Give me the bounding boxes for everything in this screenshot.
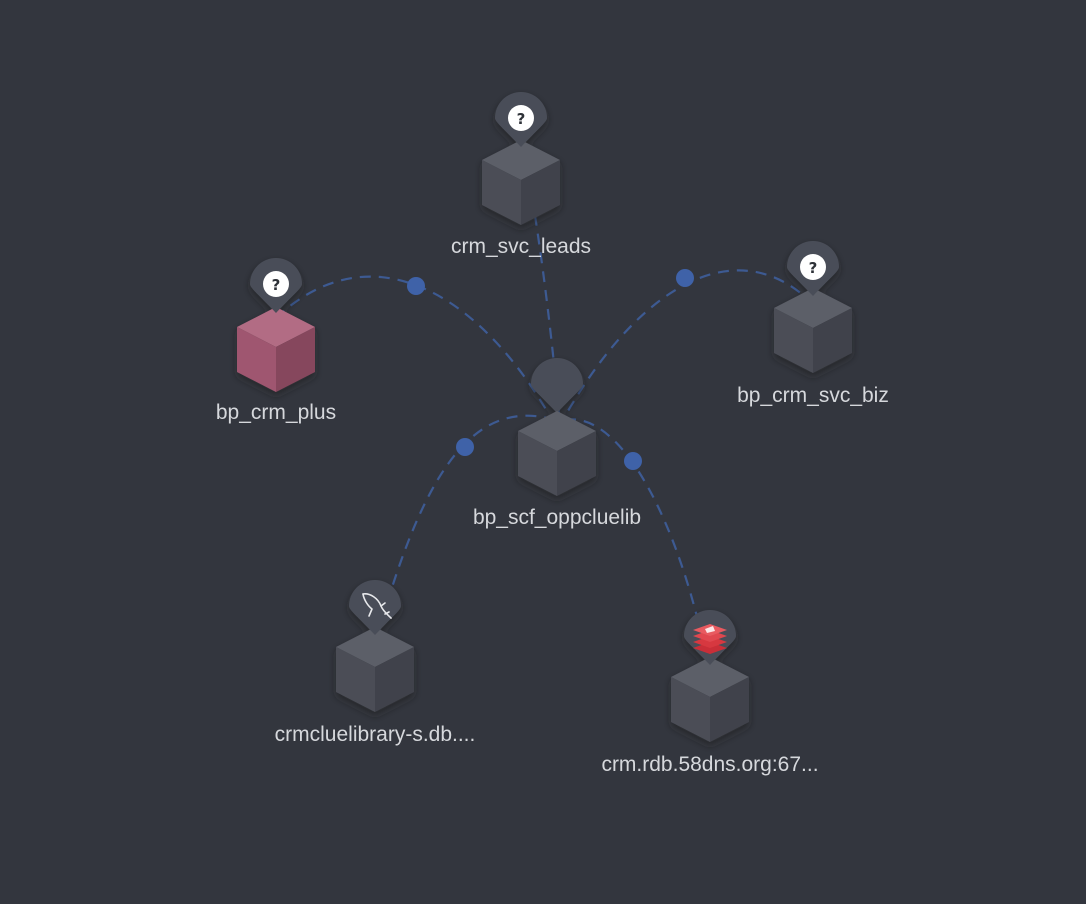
cube-icon bbox=[482, 140, 560, 225]
node-label-bp-crm-svc-biz: bp_crm_svc_biz bbox=[737, 384, 889, 407]
edge-dot-crmcluelibrary[interactable] bbox=[456, 438, 474, 456]
cube-icon bbox=[671, 657, 749, 742]
node-label-bp-crm-plus: bp_crm_plus bbox=[216, 401, 336, 424]
question-glyph: ? bbox=[517, 110, 526, 128]
node-label-crm-svc-leads: crm_svc_leads bbox=[451, 235, 591, 258]
edge-dot-bp-crm-svc-biz[interactable] bbox=[676, 269, 694, 287]
node-bp-crm-plus[interactable]: ? bbox=[237, 258, 315, 392]
node-label-crmcluelibrary: crmcluelibrary-s.db.... bbox=[275, 723, 476, 746]
question-glyph: ? bbox=[272, 276, 281, 294]
cube-icon bbox=[774, 288, 852, 373]
node-bp-scf-oppcluelib[interactable] bbox=[518, 358, 596, 496]
question-glyph: ? bbox=[809, 259, 818, 277]
node-label-bp-scf-oppcluelib: bp_scf_oppcluelib bbox=[473, 506, 641, 529]
cube-icon bbox=[336, 627, 414, 712]
edge-dot-bp-crm-plus[interactable] bbox=[407, 277, 425, 295]
cube-icon bbox=[518, 411, 596, 496]
pin-placeholder-icon bbox=[531, 358, 583, 413]
cube-icon bbox=[237, 307, 315, 392]
node-crmcluelibrary[interactable] bbox=[336, 580, 414, 712]
node-label-crm-rdb: crm.rdb.58dns.org:67... bbox=[601, 753, 818, 776]
node-bp-crm-svc-biz[interactable]: ? bbox=[774, 241, 852, 373]
pin-icon bbox=[349, 580, 401, 635]
edge-dot-crm-rdb[interactable] bbox=[624, 452, 642, 470]
node-crm-rdb[interactable] bbox=[671, 610, 749, 742]
node-crm-svc-leads[interactable]: ? bbox=[482, 92, 560, 225]
